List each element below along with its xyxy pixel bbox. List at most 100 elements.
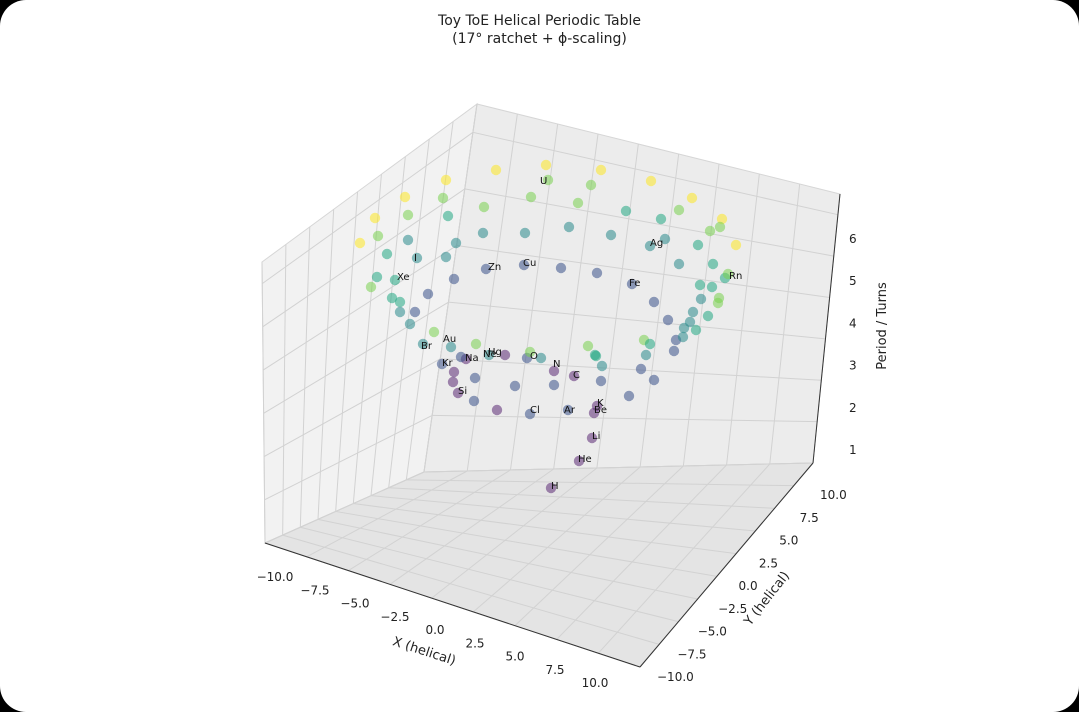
element-label: Li bbox=[592, 431, 600, 442]
x-tick-label: −5.0 bbox=[340, 597, 369, 611]
y-tick-label: −5.0 bbox=[698, 625, 727, 639]
data-point bbox=[716, 213, 728, 225]
data-point bbox=[645, 175, 657, 187]
data-point bbox=[399, 191, 411, 203]
data-point bbox=[535, 352, 547, 364]
data-point bbox=[684, 316, 696, 328]
x-tick-label: 7.5 bbox=[545, 663, 564, 677]
data-point bbox=[694, 279, 706, 291]
data-point bbox=[422, 288, 434, 300]
data-point bbox=[668, 345, 680, 357]
element-label: Zn bbox=[488, 262, 501, 273]
data-point bbox=[623, 390, 635, 402]
data-point bbox=[626, 278, 638, 290]
data-point bbox=[702, 310, 714, 322]
data-point bbox=[687, 306, 699, 318]
data-point bbox=[372, 230, 384, 242]
data-point bbox=[436, 358, 448, 370]
element-label: Au bbox=[443, 334, 456, 345]
element-label: Ar bbox=[564, 405, 576, 416]
data-point bbox=[659, 233, 671, 245]
element-label: Rn bbox=[729, 271, 742, 282]
grid-lines bbox=[261, 103, 841, 668]
data-point bbox=[568, 370, 580, 382]
y-tick-label: 2.5 bbox=[759, 556, 778, 570]
data-point bbox=[499, 349, 511, 361]
x-tick-label: −2.5 bbox=[380, 610, 409, 624]
data-point bbox=[402, 234, 414, 246]
z-tick-label: 4 bbox=[849, 316, 857, 330]
element-label: K bbox=[597, 398, 604, 409]
element-label: I bbox=[414, 253, 417, 264]
data-point bbox=[365, 281, 377, 293]
data-point bbox=[381, 248, 393, 260]
x-tick-label: 10.0 bbox=[582, 676, 609, 690]
data-point bbox=[394, 306, 406, 318]
data-point bbox=[589, 349, 601, 361]
data-point bbox=[354, 237, 366, 249]
data-point bbox=[548, 379, 560, 391]
data-point bbox=[477, 227, 489, 239]
data-point bbox=[673, 258, 685, 270]
z-tick-label: 2 bbox=[849, 401, 857, 415]
data-point bbox=[545, 482, 557, 494]
data-point bbox=[640, 349, 652, 361]
scatter-points bbox=[354, 159, 742, 494]
data-point bbox=[428, 326, 440, 338]
x-tick-label: 5.0 bbox=[505, 650, 524, 664]
data-point bbox=[690, 324, 702, 336]
data-point bbox=[582, 340, 594, 352]
data-point bbox=[450, 237, 462, 249]
data-point bbox=[686, 192, 698, 204]
data-point bbox=[595, 164, 607, 176]
z-axis-label: Period / Turns bbox=[875, 282, 890, 370]
data-point bbox=[540, 159, 552, 171]
data-point bbox=[704, 225, 716, 237]
data-point bbox=[468, 395, 480, 407]
data-point bbox=[417, 338, 429, 350]
x-tick-label: 0.0 bbox=[425, 623, 444, 637]
y-tick-label: 7.5 bbox=[800, 511, 819, 525]
data-point bbox=[525, 191, 537, 203]
data-point bbox=[648, 374, 660, 386]
data-point bbox=[448, 273, 460, 285]
element-label: Fe bbox=[629, 278, 640, 289]
data-point bbox=[596, 360, 608, 372]
data-point bbox=[620, 205, 632, 217]
data-point bbox=[585, 179, 597, 191]
data-point bbox=[437, 192, 449, 204]
element-label: He bbox=[578, 454, 592, 465]
element-label: U bbox=[540, 176, 547, 187]
z-tick-label: 6 bbox=[849, 232, 857, 246]
data-point bbox=[455, 351, 467, 363]
data-point bbox=[478, 201, 490, 213]
element-label: Na bbox=[465, 353, 479, 364]
data-point bbox=[480, 263, 492, 275]
data-point bbox=[483, 349, 495, 361]
tick-labels: −10.0−7.5−5.0−2.50.02.55.07.510.010.07.5… bbox=[257, 232, 857, 690]
element-label: Ne bbox=[483, 349, 497, 360]
x-tick-label: −7.5 bbox=[300, 583, 329, 597]
data-point bbox=[442, 210, 454, 222]
data-point bbox=[452, 387, 464, 399]
element-label: H bbox=[551, 481, 559, 492]
element-label: Br bbox=[421, 341, 433, 352]
data-point bbox=[572, 197, 584, 209]
data-point bbox=[440, 251, 452, 263]
data-point bbox=[389, 274, 401, 286]
x-tick-label: −10.0 bbox=[257, 570, 294, 584]
data-point bbox=[712, 297, 724, 309]
data-point bbox=[524, 408, 536, 420]
data-point bbox=[595, 375, 607, 387]
data-point bbox=[563, 221, 575, 233]
chart-title: Toy ToE Helical Periodic Table bbox=[438, 13, 641, 29]
element-label: Cl bbox=[530, 405, 540, 416]
element-label: O bbox=[530, 351, 538, 362]
data-point bbox=[470, 338, 482, 350]
data-point bbox=[644, 338, 656, 350]
data-point bbox=[445, 341, 457, 353]
data-point bbox=[402, 209, 414, 221]
data-point bbox=[635, 363, 647, 375]
